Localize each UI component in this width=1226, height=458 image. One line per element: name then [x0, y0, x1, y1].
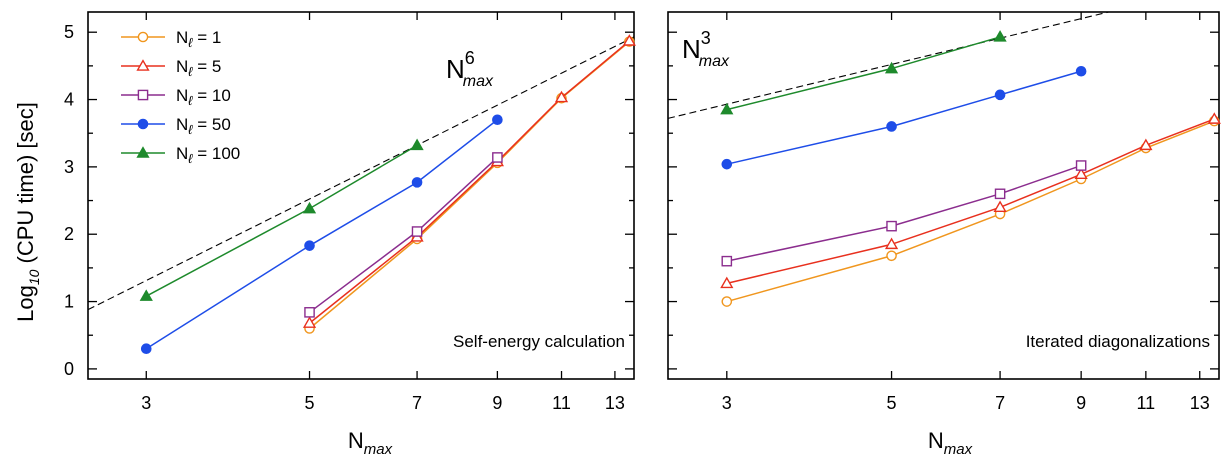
data-point [304, 307, 315, 318]
legend-label: Nℓ = 100 [176, 144, 240, 166]
data-point [721, 255, 733, 267]
x-tick-label: 5 [887, 393, 897, 413]
data-point [1074, 167, 1088, 180]
data-point [411, 226, 423, 237]
x-tick-label: 11 [1137, 393, 1156, 413]
data-point [1139, 138, 1153, 151]
x-tick-label: 3 [141, 393, 151, 413]
legend-label: Nℓ = 1 [176, 28, 221, 50]
legend: Nℓ = 1 Nℓ = 5 Nℓ = 10 Nℓ = 50 Nℓ = 100 [121, 28, 240, 166]
data-point [302, 201, 317, 214]
y-tick-label: 5 [64, 22, 74, 42]
data-point [1075, 160, 1087, 171]
scaling-label: N3 max [682, 28, 730, 70]
legend-item: Nℓ = 5 [121, 57, 221, 79]
data-point [410, 138, 424, 151]
x-tick-label: 7 [412, 393, 422, 413]
series-4 [720, 30, 1007, 115]
y-tick-label: 1 [64, 292, 74, 312]
series-line [726, 70, 1082, 165]
data-point [720, 276, 734, 289]
data-point [993, 30, 1007, 42]
data-point [140, 343, 152, 354]
data-point [302, 316, 317, 328]
legend-marker [137, 89, 149, 101]
x-axis-title: Nmax [348, 428, 393, 458]
data-point [721, 158, 733, 170]
data-point [139, 289, 153, 301]
legend-marker [136, 146, 150, 158]
legend-marker [136, 59, 150, 71]
data-point [884, 61, 899, 74]
legend-marker [137, 31, 149, 43]
series-line [726, 120, 1215, 303]
series-3 [140, 114, 503, 354]
series-3 [721, 65, 1087, 170]
data-point [304, 240, 315, 251]
data-point [1075, 65, 1087, 77]
data-point [886, 250, 897, 262]
legend-item: Nℓ = 50 [121, 115, 231, 137]
data-point [994, 89, 1006, 101]
x-tick-label: 3 [722, 393, 732, 413]
x-tick-label: 9 [1076, 393, 1086, 413]
x-tick-label: 9 [492, 393, 502, 413]
panel-self-energy: 3 5 7 9 11 13 0 1 2 3 4 5 Nmax Self-energy calcula… [64, 11, 636, 458]
panel-annotation: Self-energy calculation [453, 332, 625, 351]
scaling-label: N6 max [446, 48, 494, 90]
y-tick-label: 4 [64, 90, 74, 110]
x-axis-title: Nmax [928, 428, 973, 458]
panel-iterated-diagonalizations: 3 5 7 9 11 13 Nmax Iterated diagonalizations … [667, 11, 1221, 458]
x-tick-label: 13 [1190, 393, 1210, 413]
y-tick-label: 2 [64, 224, 74, 244]
y-tick-label: 0 [64, 359, 74, 379]
reference-scaling-line [667, 11, 1109, 119]
data-point [492, 152, 503, 163]
legend-item: Nℓ = 100 [121, 144, 240, 166]
series-2 [304, 152, 503, 318]
data-point [622, 34, 636, 46]
data-point [721, 296, 733, 307]
y-axis-title: Log10 (CPU time) [sec] [13, 102, 42, 322]
legend-item: Nℓ = 1 [121, 28, 221, 50]
data-point [886, 220, 897, 232]
data-point [886, 121, 897, 132]
series-2 [721, 160, 1087, 267]
series-line [726, 118, 1215, 285]
series-line [145, 119, 498, 350]
legend-label: Nℓ = 50 [176, 115, 231, 137]
x-tick-label: 7 [995, 393, 1005, 413]
series-line [309, 156, 498, 313]
series-line [726, 164, 1082, 262]
data-point [411, 177, 423, 188]
data-point [720, 102, 734, 115]
legend-item: Nℓ = 10 [121, 86, 231, 108]
data-point [993, 200, 1007, 213]
legend-label: Nℓ = 5 [176, 57, 221, 79]
legend-marker [137, 118, 149, 130]
plot-frame [87, 11, 635, 380]
reference-scaling-line [87, 36, 635, 311]
data-point [492, 114, 503, 126]
x-tick-label: 5 [305, 393, 315, 413]
panel-annotation: Iterated diagonalizations [1026, 332, 1210, 351]
x-tick-label: 13 [605, 393, 625, 413]
data-point [1207, 112, 1221, 124]
x-tick-label: 11 [552, 393, 571, 413]
data-point [554, 90, 569, 103]
series-4 [139, 138, 424, 301]
data-point [884, 237, 899, 250]
data-point [994, 188, 1006, 200]
series-1 [720, 112, 1221, 289]
plot-frame [667, 11, 1220, 380]
y-tick-label: 3 [64, 157, 74, 177]
legend-label: Nℓ = 10 [176, 86, 231, 108]
